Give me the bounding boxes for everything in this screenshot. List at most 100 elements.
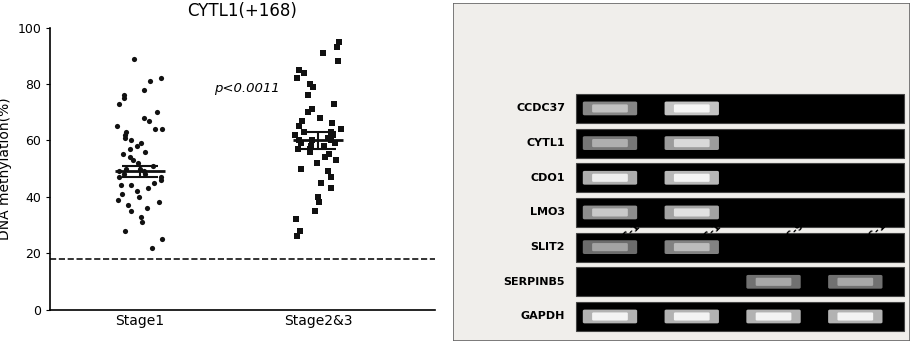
Point	[314, 180, 328, 185]
FancyBboxPatch shape	[664, 310, 719, 323]
Point	[151, 200, 166, 205]
Point	[113, 183, 128, 188]
Bar	[576, 267, 904, 297]
Point	[334, 126, 349, 132]
Point	[324, 185, 339, 191]
Point	[328, 140, 342, 146]
FancyBboxPatch shape	[674, 243, 710, 251]
Point	[145, 245, 160, 250]
Point	[294, 140, 308, 146]
Text: LMO3: LMO3	[530, 207, 565, 217]
Point	[126, 157, 141, 163]
Text: CCDC37: CCDC37	[516, 104, 565, 114]
FancyBboxPatch shape	[674, 312, 710, 321]
Text: SLIT2: SLIT2	[531, 242, 565, 252]
Point	[302, 146, 317, 152]
Bar	[576, 94, 904, 123]
Point	[116, 95, 131, 101]
Point	[116, 93, 131, 98]
Point	[133, 166, 147, 171]
Point	[141, 185, 156, 191]
Point	[119, 129, 134, 135]
Text: GAPDH: GAPDH	[521, 311, 565, 322]
FancyBboxPatch shape	[664, 101, 719, 115]
Point	[329, 157, 344, 163]
Point	[310, 160, 325, 166]
FancyBboxPatch shape	[674, 208, 710, 216]
FancyBboxPatch shape	[592, 104, 628, 112]
Point	[134, 140, 148, 146]
Point	[331, 39, 346, 44]
FancyBboxPatch shape	[756, 278, 791, 286]
FancyBboxPatch shape	[828, 310, 882, 323]
Point	[321, 169, 336, 174]
Point	[113, 174, 127, 180]
Point	[118, 228, 133, 233]
Point	[142, 118, 156, 123]
Point	[313, 115, 328, 120]
Point	[292, 67, 307, 73]
Point	[137, 87, 152, 92]
FancyBboxPatch shape	[747, 310, 801, 323]
Point	[111, 197, 125, 202]
Point	[124, 183, 138, 188]
Point	[124, 138, 138, 143]
Point	[326, 132, 340, 138]
Bar	[576, 198, 904, 227]
Point	[291, 123, 306, 129]
Point	[300, 93, 315, 98]
Point	[145, 163, 160, 169]
Point	[303, 81, 318, 87]
Point	[288, 132, 303, 138]
Point	[132, 194, 146, 200]
FancyBboxPatch shape	[592, 243, 628, 251]
FancyBboxPatch shape	[592, 174, 628, 182]
Point	[324, 129, 339, 135]
Point	[148, 126, 163, 132]
FancyBboxPatch shape	[674, 104, 710, 112]
Text: CDO1: CDO1	[531, 173, 565, 183]
Point	[130, 189, 145, 194]
Point	[293, 228, 307, 233]
Point	[146, 180, 161, 185]
Point	[306, 84, 320, 89]
Point	[135, 219, 149, 225]
Point	[121, 203, 135, 208]
FancyBboxPatch shape	[583, 310, 637, 323]
Text: p<0.0011: p<0.0011	[214, 83, 280, 95]
Title: CYTL1(+168): CYTL1(+168)	[188, 2, 297, 20]
Point	[112, 101, 126, 106]
Point	[154, 76, 168, 81]
FancyBboxPatch shape	[664, 136, 719, 150]
FancyBboxPatch shape	[756, 312, 791, 321]
Point	[317, 143, 331, 149]
Point	[149, 109, 164, 115]
FancyBboxPatch shape	[664, 240, 719, 254]
Point	[295, 118, 309, 123]
Point	[129, 143, 144, 149]
Point	[290, 76, 305, 81]
Point	[329, 44, 344, 50]
Point	[155, 236, 169, 242]
Point	[130, 160, 145, 166]
Text: SCC-15N: SCC-15N	[692, 210, 735, 253]
Point	[321, 135, 336, 140]
Point	[126, 56, 141, 61]
Point	[118, 132, 133, 138]
Point	[294, 166, 308, 171]
Point	[322, 152, 337, 157]
Point	[312, 200, 327, 205]
Point	[143, 78, 157, 84]
Y-axis label: DNA methylation(%): DNA methylation(%)	[0, 97, 12, 240]
FancyBboxPatch shape	[837, 312, 873, 321]
Point	[123, 146, 137, 152]
Point	[289, 234, 304, 239]
FancyBboxPatch shape	[592, 312, 628, 321]
Text: HCC-95: HCC-95	[774, 216, 812, 253]
FancyBboxPatch shape	[583, 171, 637, 185]
Point	[136, 169, 151, 174]
Point	[330, 58, 345, 64]
Point	[117, 171, 132, 177]
Point	[137, 115, 152, 120]
Point	[154, 177, 168, 183]
